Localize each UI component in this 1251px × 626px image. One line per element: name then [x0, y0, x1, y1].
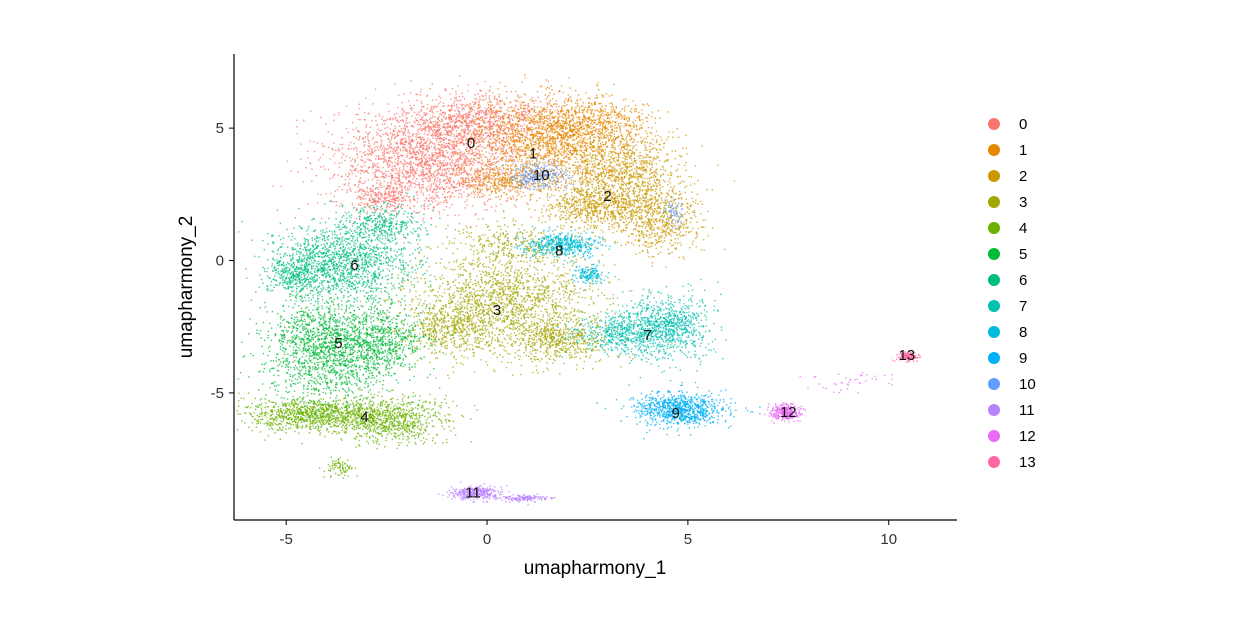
legend-label: 12	[1019, 428, 1036, 445]
y-tick-label: -5	[211, 385, 224, 402]
legend-swatch	[988, 300, 1000, 312]
legend-swatch	[988, 430, 1000, 442]
legend-item-2: 2	[988, 168, 1027, 185]
y-tick-label: 5	[216, 120, 224, 137]
cluster-label-3: 3	[493, 302, 501, 319]
legend-label: 10	[1019, 376, 1036, 393]
cluster-label-5: 5	[334, 335, 342, 352]
cluster-label-2: 2	[603, 188, 611, 205]
legend-item-6: 6	[988, 272, 1027, 289]
legend-swatch	[988, 404, 1000, 416]
legend-swatch	[988, 248, 1000, 260]
legend-label: 13	[1019, 454, 1036, 471]
legend-swatch	[988, 144, 1000, 156]
cluster-label-0: 0	[467, 135, 475, 152]
legend-swatch	[988, 170, 1000, 182]
legend-swatch	[988, 456, 1000, 468]
legend-label: 1	[1019, 142, 1027, 159]
legend-label: 8	[1019, 324, 1027, 341]
legend-item-9: 9	[988, 350, 1027, 367]
cluster-label-7: 7	[644, 327, 652, 344]
cluster-7-points	[554, 279, 727, 378]
legend-label: 0	[1019, 116, 1027, 133]
cluster-label-13: 13	[898, 347, 915, 364]
cluster-label-9: 9	[672, 405, 680, 422]
cluster-label-4: 4	[360, 409, 368, 426]
legend-label: 11	[1019, 402, 1035, 419]
legend-label: 7	[1019, 298, 1027, 315]
cluster-label-8: 8	[555, 242, 563, 259]
cluster-label-12: 12	[780, 404, 797, 421]
legend-item-5: 5	[988, 246, 1027, 263]
legend-label: 3	[1019, 194, 1027, 211]
y-axis-ticks: 5 0 -5	[211, 120, 234, 402]
cluster-11-points	[438, 481, 556, 505]
legend-item-1: 1	[988, 142, 1027, 159]
legend-item-0: 0	[988, 116, 1027, 133]
legend-label: 6	[1019, 272, 1027, 289]
x-axis-ticks: -5 0 5 10	[280, 520, 898, 548]
x-tick-label: -5	[280, 531, 293, 548]
cluster-label-10: 10	[533, 167, 550, 184]
y-axis-title: umapharmony_2	[176, 216, 197, 359]
x-tick-label: 10	[880, 531, 897, 548]
legend-item-10: 10	[988, 376, 1036, 393]
legend-item-12: 12	[988, 428, 1036, 445]
legend-swatch	[988, 352, 1000, 364]
legend-swatch	[988, 118, 1000, 130]
x-tick-label: 0	[483, 531, 491, 548]
cell-point-clouds	[236, 74, 921, 505]
x-tick-label: 5	[684, 531, 692, 548]
legend-item-3: 3	[988, 194, 1027, 211]
legend-item-11: 11	[988, 402, 1035, 419]
legend-swatch	[988, 196, 1000, 208]
cluster-0-points	[238, 76, 615, 245]
legend-item-7: 7	[988, 298, 1027, 315]
legend-swatch	[988, 222, 1000, 234]
x-axis-title: umapharmony_1	[524, 558, 667, 579]
legend-label: 9	[1019, 350, 1027, 367]
cluster-label-1: 1	[529, 146, 537, 163]
legend-swatch	[988, 326, 1000, 338]
y-tick-label: 0	[216, 253, 224, 270]
legend-item-4: 4	[988, 220, 1027, 237]
legend-label: 4	[1019, 220, 1027, 237]
legend-item-8: 8	[988, 324, 1027, 341]
cluster-label-6: 6	[350, 257, 358, 274]
legend-label: 5	[1019, 246, 1027, 263]
legend-label: 2	[1019, 168, 1027, 185]
cluster-4-points	[236, 383, 477, 479]
legend-item-13: 13	[988, 454, 1036, 471]
cluster-label-11: 11	[465, 484, 481, 501]
legend-swatch	[988, 378, 1000, 390]
legend-swatch	[988, 274, 1000, 286]
